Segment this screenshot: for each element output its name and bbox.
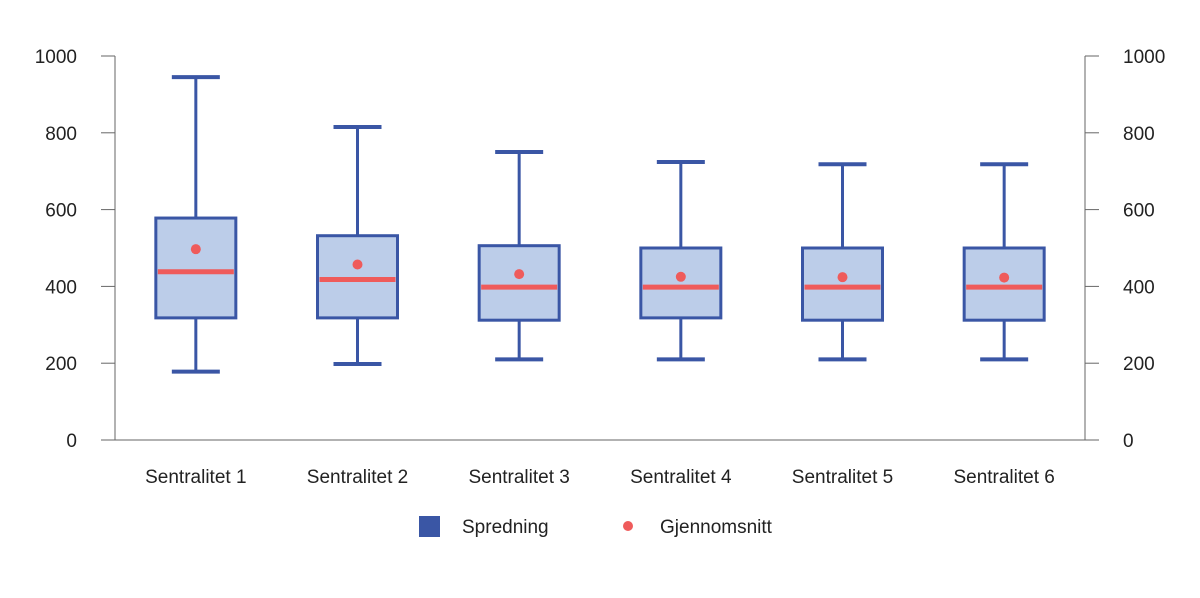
- iqr-box: [639, 246, 723, 320]
- y-tick-label-left: 800: [45, 124, 77, 145]
- legend-label: Spredning: [462, 517, 549, 538]
- mean-point: [675, 271, 686, 282]
- y-tick-label-left: 600: [45, 201, 77, 222]
- y-tick-label-left: 1000: [35, 47, 77, 68]
- y-tick-label-right: 600: [1123, 201, 1155, 222]
- x-tick-label: Sentralitet 4: [630, 467, 732, 488]
- box-4: [639, 159, 723, 362]
- boxes: [154, 75, 1046, 374]
- box-1: [154, 75, 238, 374]
- y-tick-label-right: 0: [1123, 431, 1134, 452]
- y-tick-label-left: 400: [45, 277, 77, 298]
- x-tick-label: Sentralitet 5: [792, 467, 893, 488]
- mean-point: [352, 259, 363, 270]
- y-axis-right: 0 200 400 600 800 1000: [1085, 47, 1165, 452]
- box-3: [477, 150, 561, 362]
- y-axis-left: 0 200 400 600 800 1000: [35, 47, 115, 452]
- y-tick-label-right: 200: [1123, 354, 1155, 375]
- y-tick-label-left: 0: [66, 431, 77, 452]
- x-tick-label: Sentralitet 1: [145, 467, 246, 488]
- iqr-box: [962, 246, 1046, 322]
- mean-point: [999, 272, 1010, 283]
- legend-swatch-square: [419, 516, 440, 537]
- x-tick-label: Sentralitet 6: [953, 467, 1054, 488]
- y-tick-label-right: 800: [1123, 124, 1155, 145]
- iqr-box: [316, 234, 399, 320]
- box-6: [962, 162, 1046, 362]
- mean-point: [514, 269, 525, 280]
- iqr-box: [477, 244, 561, 322]
- mean-point: [190, 244, 201, 255]
- mean-point: [837, 272, 848, 283]
- x-axis: Sentralitet 1 Sentralitet 2 Sentralitet 3 S…: [145, 467, 1055, 488]
- box-5: [801, 162, 884, 362]
- legend-label: Gjennomsnitt: [660, 517, 773, 538]
- y-tick-label-right: 1000: [1123, 47, 1165, 68]
- axes: [114, 56, 1086, 441]
- legend-item-gjennomsnitt: Gjennomsnitt: [623, 517, 773, 538]
- x-tick-label: Sentralitet 3: [468, 467, 569, 488]
- iqr-box: [154, 216, 238, 320]
- legend-swatch-circle: [623, 521, 633, 531]
- box-2: [316, 125, 399, 366]
- y-tick-label-left: 200: [45, 354, 77, 375]
- x-tick-label: Sentralitet 2: [307, 467, 408, 488]
- legend: Spredning Gjennomsnitt: [419, 516, 773, 538]
- legend-item-spredning: Spredning: [419, 516, 549, 538]
- y-tick-label-right: 400: [1123, 277, 1155, 298]
- iqr-box: [801, 246, 884, 322]
